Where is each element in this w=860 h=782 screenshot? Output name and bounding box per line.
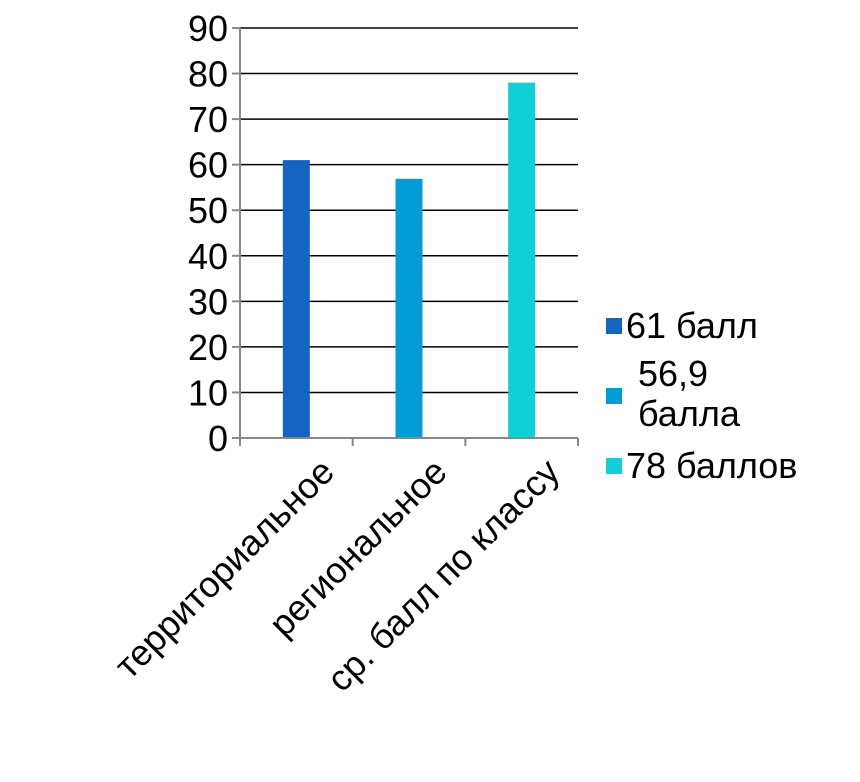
legend-item: 61 балл [606,306,797,346]
bar [508,82,536,439]
y-tick-label: 70 [188,99,228,140]
legend-label: 61 балл [626,305,758,346]
y-tick-label: 40 [188,236,228,277]
y-tick-label: 80 [188,54,228,95]
y-tick-label: 0 [208,418,228,459]
bar [282,160,310,438]
legend: 61 балл 56,9 балла 78 баллов [606,306,797,494]
y-tick-label: 10 [188,372,228,413]
x-axis-tick-marks [239,438,579,446]
y-tick-label: 90 [188,8,228,49]
legend-label: 56,9 балла [638,353,740,434]
y-tick-label: 50 [188,190,228,231]
legend-swatch [606,388,622,404]
y-tick-label: 30 [188,281,228,322]
bar [395,178,423,439]
legend-label: 78 баллов [626,445,798,486]
y-tick-label: 60 [188,145,228,186]
y-tick-label: 20 [188,327,228,368]
legend-item: 56,9 балла [606,354,797,438]
legend-swatch [606,318,622,334]
legend-swatch [606,458,622,474]
bars [282,82,536,439]
legend-item: 78 баллов [606,446,797,486]
